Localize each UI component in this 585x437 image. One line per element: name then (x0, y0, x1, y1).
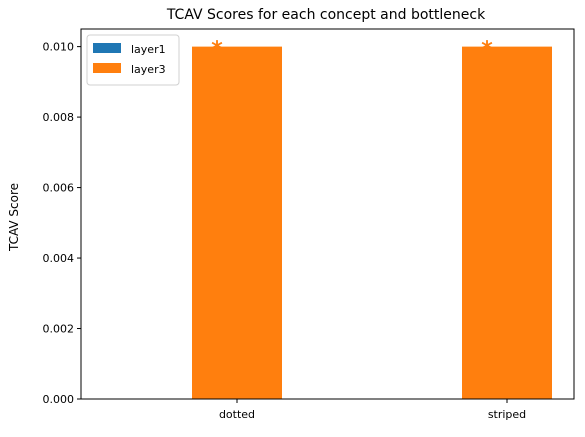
y-axis-ticks: 0.000 0.002 0.004 0.006 0.008 0.010 (43, 41, 81, 406)
x-axis-ticks: dotted striped (219, 399, 526, 421)
x-tick-label: dotted (219, 408, 255, 421)
y-tick-label: 0.002 (43, 323, 75, 336)
annotations-group: * * (211, 38, 493, 63)
y-tick-label: 0.000 (43, 393, 75, 406)
legend-label-layer1: layer1 (131, 43, 166, 56)
y-axis-label: TCAV Score (7, 183, 21, 252)
y-tick-label: 0.008 (43, 111, 75, 124)
significance-marker: * (481, 38, 493, 63)
legend-swatch-layer1 (93, 43, 121, 53)
legend: layer1 layer3 (86, 34, 180, 86)
bars-group (192, 46, 552, 399)
y-tick-label: 0.010 (43, 41, 75, 54)
legend-swatch-layer3 (93, 63, 121, 73)
bar-layer3-dotted (192, 46, 282, 399)
bar-layer3-striped (462, 46, 552, 399)
y-tick-label: 0.006 (43, 182, 75, 195)
y-tick-label: 0.004 (43, 252, 75, 265)
x-tick-label: striped (488, 408, 526, 421)
chart-title: TCAV Scores for each concept and bottlen… (166, 7, 486, 23)
significance-marker: * (211, 38, 223, 63)
plot-frame (80, 28, 575, 400)
legend-label-layer3: layer3 (131, 63, 166, 76)
